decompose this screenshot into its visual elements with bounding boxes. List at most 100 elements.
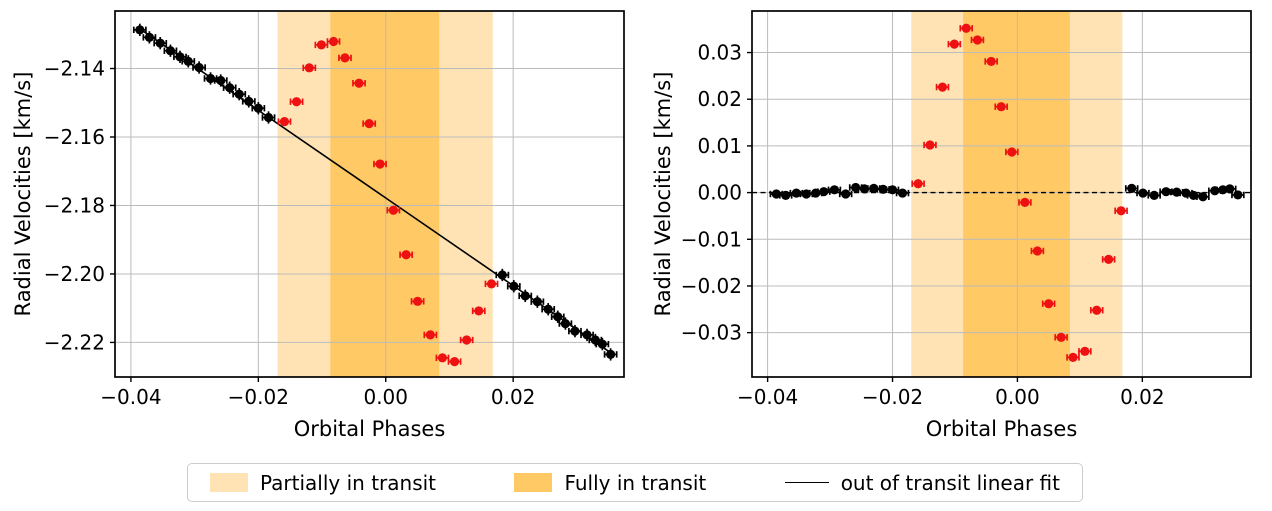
in-transit-point bbox=[449, 356, 460, 367]
partial-transit-swatch bbox=[210, 473, 248, 492]
out-of-transit-post-point bbox=[582, 330, 592, 340]
in-transit-point bbox=[425, 330, 435, 340]
in-transit-point bbox=[462, 335, 472, 345]
out-of-transit-pre-point bbox=[819, 187, 829, 197]
in-transit-point bbox=[291, 97, 302, 107]
y-tick-label: −2.20 bbox=[44, 262, 105, 286]
out-of-transit-post-point bbox=[1188, 190, 1199, 201]
in-transit-point bbox=[1056, 332, 1066, 342]
out-of-transit-pre-point bbox=[771, 189, 781, 199]
in-transit-point bbox=[474, 306, 484, 316]
out-of-transit-post-point bbox=[1210, 186, 1220, 196]
in-transit-point bbox=[304, 63, 314, 73]
in-transit-point bbox=[925, 140, 935, 150]
in-transit-point bbox=[486, 279, 497, 289]
out-of-transit-pre-point bbox=[144, 32, 155, 42]
out-of-transit-pre-point bbox=[253, 103, 263, 113]
in-transit-point bbox=[1007, 147, 1017, 157]
in-transit-point bbox=[937, 82, 948, 92]
out-of-transit-post-point bbox=[1138, 188, 1148, 198]
y-tick-label: −2.16 bbox=[44, 125, 105, 149]
x-tick-label: 0.00 bbox=[363, 385, 408, 409]
legend-label: Partially in transit bbox=[260, 470, 437, 495]
out-of-transit-post-point bbox=[560, 318, 570, 329]
x-tick-label: 0.02 bbox=[1120, 385, 1165, 409]
in-transit-point bbox=[1020, 197, 1030, 208]
out-of-transit-pre-point bbox=[225, 83, 235, 93]
x-tick-label: 0.02 bbox=[491, 385, 536, 409]
out-of-transit-pre-point bbox=[869, 183, 879, 193]
out-of-transit-post-point bbox=[597, 339, 607, 349]
out-of-transit-pre-point bbox=[135, 25, 145, 35]
out-of-transit-post-point bbox=[553, 312, 563, 322]
y-tick-label: −0.02 bbox=[681, 274, 742, 298]
in-transit-point bbox=[996, 102, 1006, 112]
out-of-transit-pre-point bbox=[859, 184, 870, 194]
out-of-transit-pre-point bbox=[194, 62, 204, 73]
x-tick-label: 0.00 bbox=[995, 385, 1040, 409]
out-of-transit-post-point bbox=[1127, 183, 1137, 193]
out-of-transit-pre-point bbox=[781, 190, 791, 201]
full-transit-band bbox=[330, 11, 440, 377]
out-of-transit-post-point bbox=[1172, 187, 1182, 197]
out-of-transit-post-point bbox=[520, 291, 530, 301]
out-of-transit-post-point bbox=[509, 281, 519, 291]
in-transit-point bbox=[1104, 254, 1114, 264]
out-of-transit-post-point bbox=[543, 304, 553, 314]
in-transit-point bbox=[913, 179, 923, 189]
axes-frame bbox=[114, 10, 625, 378]
in-transit-point bbox=[401, 250, 411, 260]
in-transit-point bbox=[1092, 305, 1102, 315]
out-of-transit-pre-point bbox=[801, 189, 811, 199]
x-axis-label: Orbital Phases bbox=[926, 417, 1078, 441]
x-axis-label: Orbital Phases bbox=[294, 417, 446, 441]
out-of-transit-pre-point bbox=[878, 184, 888, 194]
out-of-transit-post-point bbox=[570, 326, 580, 336]
in-transit-point bbox=[354, 78, 364, 88]
in-transit-point bbox=[1116, 206, 1126, 216]
in-transit-point bbox=[1080, 346, 1090, 356]
out-of-transit-pre-point bbox=[263, 112, 274, 123]
y-tick-label: −0.03 bbox=[681, 321, 742, 345]
out-of-transit-pre-point bbox=[175, 52, 185, 62]
legend-item-linear-fit: out of transit linear fit bbox=[784, 471, 1060, 495]
y-tick-label: 0.01 bbox=[697, 134, 742, 158]
out-of-transit-pre-point bbox=[841, 189, 851, 199]
in-transit-point bbox=[949, 39, 959, 49]
in-transit-point bbox=[437, 353, 448, 363]
y-tick-label: 0.02 bbox=[697, 87, 742, 111]
legend-label: Fully in transit bbox=[564, 470, 707, 495]
in-transit-point bbox=[1044, 299, 1054, 309]
y-tick-label: −2.18 bbox=[44, 193, 105, 217]
y-axis-label: Radial Velocities [km/s] bbox=[11, 72, 35, 317]
in-transit-point bbox=[1032, 246, 1043, 256]
linear-fit-swatch bbox=[784, 482, 829, 483]
in-transit-point bbox=[375, 159, 385, 169]
x-tick-label: −0.04 bbox=[100, 385, 161, 409]
out-of-transit-post-point bbox=[497, 270, 507, 280]
out-of-transit-pre-point bbox=[887, 185, 898, 195]
y-tick-label: −2.22 bbox=[44, 330, 105, 354]
out-of-transit-post-point bbox=[1161, 187, 1171, 197]
out-of-transit-pre-point bbox=[811, 188, 821, 198]
out-of-transit-pre-point bbox=[897, 188, 908, 198]
full-transit-swatch bbox=[514, 473, 553, 492]
out-of-transit-post-point bbox=[590, 335, 600, 345]
out-of-transit-pre-point bbox=[244, 96, 254, 106]
out-of-transit-pre-point bbox=[183, 56, 193, 66]
out-of-transit-post-point bbox=[1218, 185, 1228, 195]
rv-chart: −0.04 −0.02 0.00 0.02 −2.14 −2.16 −2.18 −2.20 −2… bbox=[11, 10, 625, 441]
full-transit-band bbox=[963, 11, 1070, 377]
out-of-transit-post-point bbox=[606, 349, 616, 360]
in-transit-point bbox=[412, 296, 423, 306]
in-transit-point bbox=[364, 119, 374, 129]
in-transit-point bbox=[986, 56, 996, 67]
out-of-transit-post-point bbox=[1225, 184, 1235, 194]
x-tick-label: −0.02 bbox=[228, 385, 289, 409]
x-tick-label: −0.04 bbox=[737, 385, 798, 409]
out-of-transit-pre-point bbox=[205, 73, 216, 84]
out-of-transit-pre-point bbox=[234, 89, 244, 99]
out-of-transit-pre-point bbox=[216, 75, 226, 86]
legend-item-full-transit: Fully in transit bbox=[514, 471, 706, 495]
